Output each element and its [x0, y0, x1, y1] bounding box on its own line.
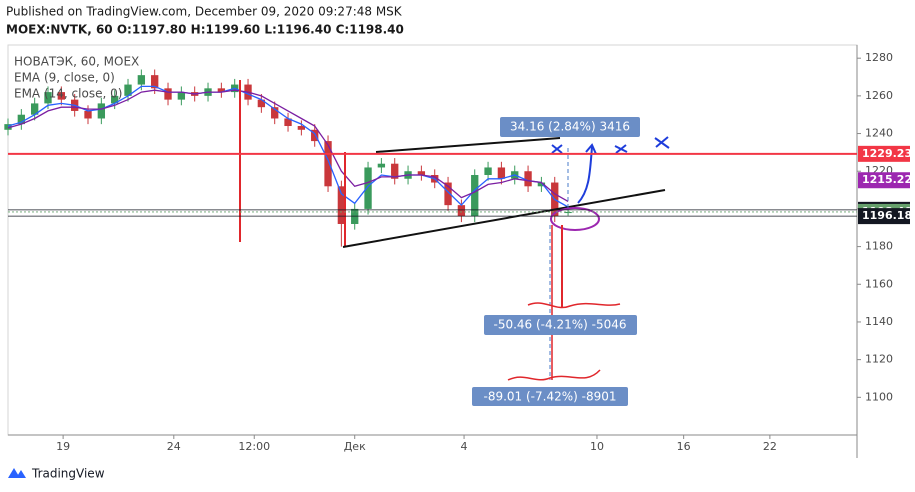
y-tick-label: 1280 — [865, 51, 893, 64]
price-label-bg — [858, 208, 910, 225]
candle-body — [151, 75, 159, 89]
trendline-lower — [342, 189, 666, 248]
candle-body — [497, 167, 506, 179]
chart-title: Published on TradingView.com, December 0… — [6, 5, 403, 19]
x-tick-label: 10 — [590, 440, 604, 453]
price-label: 1215.22 — [862, 173, 912, 186]
y-tick-label: 1240 — [865, 127, 893, 140]
brand: TradingView — [31, 467, 105, 481]
candle-body — [377, 163, 386, 168]
candle-body — [417, 171, 426, 175]
candle-body — [564, 211, 572, 214]
candle-body — [177, 92, 186, 100]
candle-body — [391, 163, 399, 179]
candle-body — [324, 141, 332, 187]
trendline-upper — [375, 137, 561, 153]
candle-body — [164, 88, 172, 100]
price-label-bg — [858, 172, 910, 189]
candle-body — [537, 182, 546, 187]
candle-body — [297, 126, 306, 130]
measure-label: 34.16 (2.84%) 3416 — [510, 120, 630, 134]
handwriting — [527, 302, 621, 309]
candle-body — [137, 75, 146, 85]
x-tick-label: 22 — [763, 440, 777, 453]
y-tick-label: 1120 — [865, 353, 893, 366]
chart-subtitle: MOEX:NVTK, 60 O:1197.80 H:1199.60 L:1196… — [6, 23, 404, 37]
candle-body — [44, 92, 52, 104]
y-tick-label: 1100 — [865, 390, 893, 403]
candle-body — [111, 95, 119, 104]
y-tick-label: 1260 — [865, 89, 893, 102]
x-tick-label: 16 — [677, 440, 691, 453]
y-tick-label: 1180 — [865, 240, 893, 253]
candle-body — [31, 103, 39, 115]
ema-line — [7, 89, 569, 202]
price-label: 1196.18 — [862, 209, 912, 222]
candle-body — [471, 175, 479, 217]
symbol-label: НОВАТЭК, 60, MOEX — [14, 55, 139, 69]
plot-frame — [7, 44, 858, 436]
price-label: 1229.23 — [862, 147, 912, 160]
candle-body — [457, 205, 466, 217]
measure-label: -50.46 (-4.21%) -5046 — [494, 318, 627, 332]
arrow-up — [577, 146, 593, 204]
y-tick-label: 1140 — [865, 315, 893, 328]
circle-mark — [550, 207, 600, 231]
measure-box — [484, 315, 637, 335]
candle-body — [337, 186, 346, 224]
legend-entry: EMA (14, close, 0) — [14, 87, 122, 101]
x-tick-label: 19 — [56, 440, 70, 453]
candle-body — [57, 92, 66, 100]
measure-box — [472, 387, 628, 406]
x-tick-label: Дек — [344, 440, 366, 453]
legend-entry: EMA (9, close, 0) — [14, 71, 115, 85]
measure-label: -89.01 (-7.42%) -8901 — [484, 390, 617, 404]
candle-body — [4, 124, 12, 130]
handwriting — [507, 369, 601, 381]
arrow-head — [585, 143, 597, 155]
x-tick-label: 4 — [461, 440, 468, 453]
candle-body — [124, 84, 132, 96]
logo — [8, 468, 26, 478]
ema-line — [7, 85, 569, 208]
x-marks — [551, 136, 670, 154]
drawings — [239, 80, 670, 406]
price-label-bg — [858, 145, 910, 162]
candle-body — [364, 167, 372, 209]
candle-body — [17, 114, 26, 125]
candle-body — [217, 88, 226, 93]
x-tick-label: 12:00 — [238, 440, 270, 453]
measure-box — [500, 117, 640, 137]
candle-body — [311, 129, 319, 142]
candle-body — [484, 167, 492, 175]
candle-body — [97, 103, 106, 119]
candle-body — [271, 107, 279, 119]
candle-body — [444, 182, 452, 206]
candle-body — [284, 118, 292, 127]
candle-body — [524, 171, 532, 187]
candle-body — [257, 99, 266, 108]
y-tick-label: 1160 — [865, 277, 893, 290]
x-tick-label: 24 — [167, 440, 181, 453]
candle-body — [84, 110, 92, 119]
